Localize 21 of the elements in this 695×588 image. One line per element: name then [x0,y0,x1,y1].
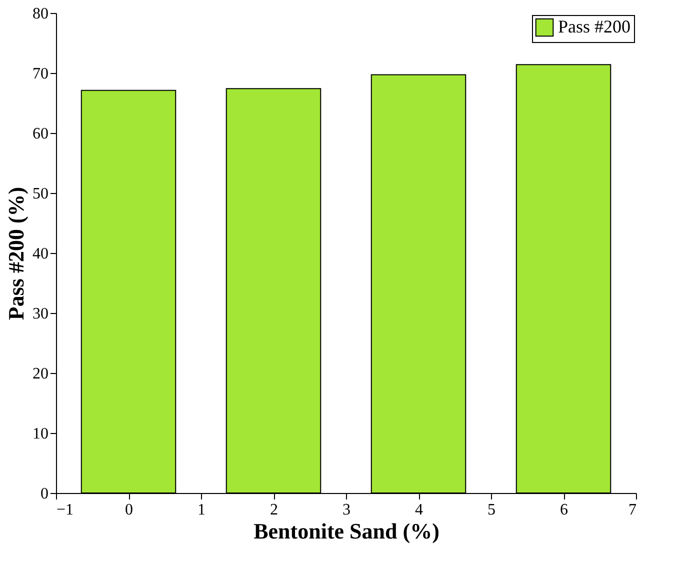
x-tick-label: 5 [488,502,496,518]
x-tick-label: 1 [198,502,206,518]
y-tick-label: 20 [32,366,48,382]
y-tick-label: 30 [32,306,48,322]
y-tick-label: 10 [32,426,48,442]
y-tick-label: 50 [32,186,48,202]
x-tick-label: 7 [628,502,636,518]
x-tick-label: 3 [342,502,350,518]
y-tick-label: 80 [32,6,48,22]
y-tick-label: 60 [32,126,48,142]
y-tick-label: 40 [32,246,48,262]
x-tick-label: 4 [415,502,423,518]
y-tick-label: 70 [32,66,48,82]
x-axis-title: Bentonite Sand (%) [254,518,440,544]
x-tick-label: 2 [270,502,278,518]
x-tick-label: 6 [560,502,568,518]
x-tick-label: −1 [56,502,74,518]
legend-label: Pass #200 [558,16,631,36]
y-axis-title: Pass #200 (%) [4,186,28,320]
x-tick-label: 0 [125,502,133,518]
y-tick-label: 0 [40,486,48,502]
